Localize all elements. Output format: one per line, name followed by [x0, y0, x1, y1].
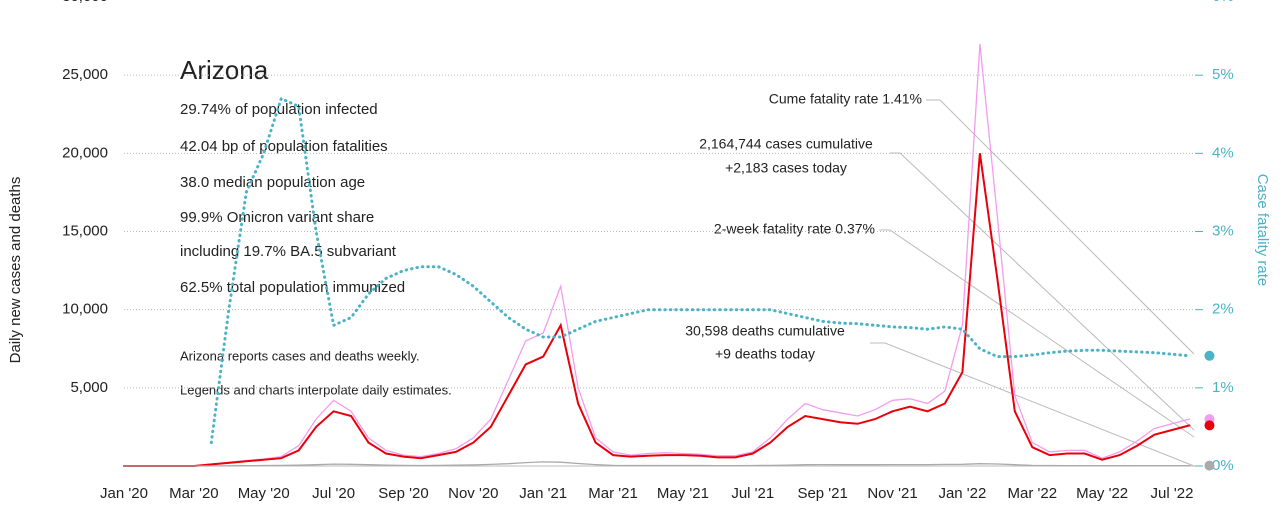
- series-line: [209, 96, 1191, 445]
- info: 99.9% Omicron variant share: [180, 209, 374, 226]
- y-tick-label: 5,000: [70, 379, 108, 396]
- x-tick-label: Jul '21: [731, 485, 774, 502]
- x-tick-label: May '22: [1076, 485, 1128, 502]
- y-tick-label: 25,000: [62, 66, 108, 83]
- annotation: 2-week fatality rate 0.37%: [714, 221, 875, 237]
- x-tick-label: Jan '21: [519, 485, 567, 502]
- x-tick-label: May '20: [238, 485, 290, 502]
- info: including 19.7% BA.5 subvariant: [180, 243, 397, 260]
- series-line: [123, 461, 1191, 467]
- x-tick-label: Jul '22: [1151, 485, 1194, 502]
- info: 38.0 median population age: [180, 174, 365, 191]
- info: 62.5% total population immunized: [180, 279, 405, 296]
- y-tick-label: 15,000: [62, 222, 108, 239]
- y2-tick-label: 2%: [1212, 301, 1234, 318]
- leader-lines: [870, 99, 1195, 467]
- note: Legends and charts interpolate daily est…: [180, 382, 452, 397]
- x-tick-label: Jan '22: [938, 485, 986, 502]
- x-tick-label: Nov '21: [867, 485, 917, 502]
- y2-tick-label: 3%: [1212, 222, 1234, 239]
- annotation: 2,164,744 cases cumulative: [699, 136, 873, 152]
- note: Arizona reports cases and deaths weekly.: [180, 348, 420, 363]
- x-tick-label: Mar '21: [588, 485, 638, 502]
- y2-tick-label: 1%: [1212, 379, 1234, 396]
- y-tick-label: 10,000: [62, 301, 108, 318]
- y-tick-label: 30,000: [62, 0, 108, 5]
- y2-axis-label: Case fatality rate: [1254, 174, 1271, 287]
- x-tick-label: May '21: [657, 485, 709, 502]
- series-line: [123, 153, 1191, 467]
- x-tick-label: Sep '20: [378, 485, 428, 502]
- chart-title: Arizona: [180, 55, 269, 85]
- annotation: +9 deaths today: [715, 346, 815, 362]
- x-tick-label: Nov '20: [448, 485, 498, 502]
- end-marker: [1204, 420, 1215, 431]
- end-marker: [1204, 350, 1215, 361]
- y2-tick-label: 5%: [1212, 66, 1234, 83]
- x-tick-label: Jul '20: [312, 485, 355, 502]
- y2-tick-label: 6%: [1212, 0, 1234, 5]
- x-tick-label: Sep '21: [797, 485, 847, 502]
- series-line: [123, 43, 1191, 467]
- x-tick-label: Mar '20: [169, 485, 219, 502]
- end-marker: [1204, 460, 1215, 471]
- y-tick-label: 20,000: [62, 144, 108, 161]
- y2-tick-label: 0%: [1212, 457, 1234, 474]
- y2-tick-label: 4%: [1212, 144, 1234, 161]
- annotation: +2,183 cases today: [725, 160, 847, 176]
- y-axis-label: Daily new cases and deaths: [7, 177, 24, 364]
- annotation: 30,598 deaths cumulative: [685, 323, 845, 339]
- x-tick-label: Mar '22: [1007, 485, 1057, 502]
- annotation: Cume fatality rate 1.41%: [769, 91, 922, 107]
- x-tick-label: Jan '20: [100, 485, 148, 502]
- info: 42.04 bp of population fatalities: [180, 138, 388, 155]
